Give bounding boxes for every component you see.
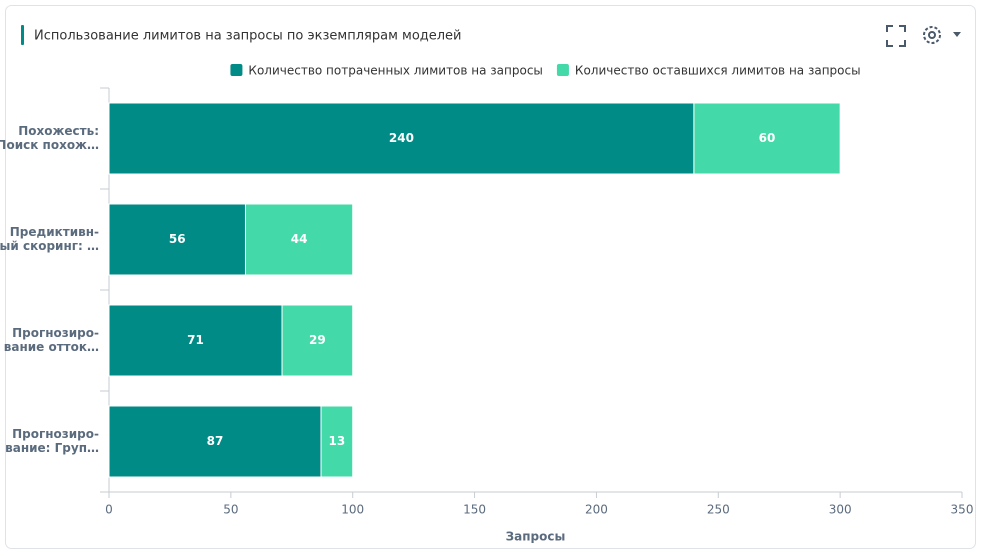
x-tick-label: 250 [707,503,730,517]
value-label: 240 [389,131,414,145]
value-label: 87 [207,434,224,448]
value-label: 60 [759,131,776,145]
value-label: 13 [329,434,346,448]
y-tick-label: Похожесть: [18,124,99,138]
bar-segment [244,203,354,276]
legend-label: Количество оставшихся лимитов на запросы [575,64,861,78]
x-tick-label: 0 [105,503,113,517]
legend-item: Количество потраченных лимитов на запрос… [230,64,543,78]
value-label: 29 [309,333,326,347]
legend-item: Количество оставшихся лимитов на запросы [556,64,861,78]
legend-label: Количество потраченных лимитов на запрос… [248,64,543,78]
bar-segment [693,102,841,175]
bar-segment [108,203,246,276]
chart-title: Использование лимитов на запросы по экзе… [34,29,462,44]
x-tick-label: 100 [341,503,364,517]
settings-button[interactable] [923,26,961,44]
y-tick-label: вание: Груп… [5,441,99,455]
bar-segment [108,304,283,377]
x-tick-label: 150 [463,503,486,517]
bar-segment [108,405,322,478]
bar-segment [281,304,354,377]
x-tick-label: 50 [223,503,238,517]
y-tick-label: Прогнозиро- [12,326,99,340]
bar-segment [108,102,695,175]
legend-swatch [230,64,243,76]
y-tick-label: ый скоринг: … [0,239,99,253]
y-tick-label: вание отток… [4,340,99,354]
x-tick-label: 350 [951,503,974,517]
x-tick-label: 300 [829,503,852,517]
legend-swatch [556,64,569,76]
fullscreen-button[interactable] [886,25,906,47]
x-tick-label: 200 [585,503,608,517]
value-label: 56 [169,232,186,246]
y-tick-label: Прогнозиро- [12,427,99,441]
y-tick-label: Поиск похож… [0,138,99,152]
value-label: 71 [187,333,204,347]
title-accent [21,25,24,45]
bar-segment [320,405,354,478]
y-tick-label: Предиктивн- [10,225,99,239]
x-axis-title: Запросы [506,530,566,544]
value-label: 44 [291,232,308,246]
